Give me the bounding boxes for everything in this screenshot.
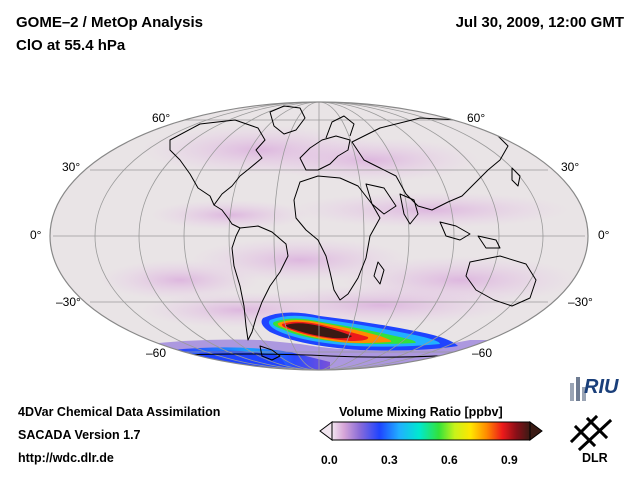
map-subtitle: ClO at 55.4 hPa	[16, 37, 126, 54]
footer-line-1: 4DVar Chemical Data Assimilation	[18, 405, 221, 419]
colorbar	[319, 421, 543, 441]
dlr-logo-icon	[569, 414, 613, 452]
riu-logo-text: RIU	[584, 376, 619, 398]
lat-label-right-m30: –30°	[568, 295, 593, 309]
lat-label-left-m30: –30°	[56, 295, 81, 309]
map-outline	[49, 101, 589, 371]
lat-label-right-m60: –60	[472, 346, 493, 360]
lat-label-right-30: 30°	[561, 160, 580, 174]
lat-label-right-0: 0°	[598, 228, 610, 242]
lat-label-left-m60: –60	[146, 346, 167, 360]
colorbar-tick-1: 0.3	[381, 453, 398, 467]
map-datetime: Jul 30, 2009, 12:00 GMT	[455, 14, 624, 31]
footer-url[interactable]: http://wdc.dlr.de	[18, 451, 114, 465]
lat-label-left-0: 0°	[30, 228, 42, 242]
map-title: GOME–2 / MetOp Analysis	[16, 14, 203, 31]
colorbar-title: Volume Mixing Ratio [ppbv]	[339, 405, 503, 419]
colorbar-tick-2: 0.6	[441, 453, 458, 467]
colorbar-tick-3: 0.9	[501, 453, 518, 467]
colorbar-tick-0: 0.0	[321, 453, 338, 467]
lat-label-left-30: 30°	[62, 160, 81, 174]
riu-logo-icon	[570, 377, 586, 401]
lat-label-right-60: 60°	[467, 111, 486, 125]
dlr-logo-text: DLR	[582, 451, 608, 465]
lat-label-left-60: 60°	[152, 111, 171, 125]
footer-line-2: SACADA Version 1.7	[18, 428, 141, 442]
